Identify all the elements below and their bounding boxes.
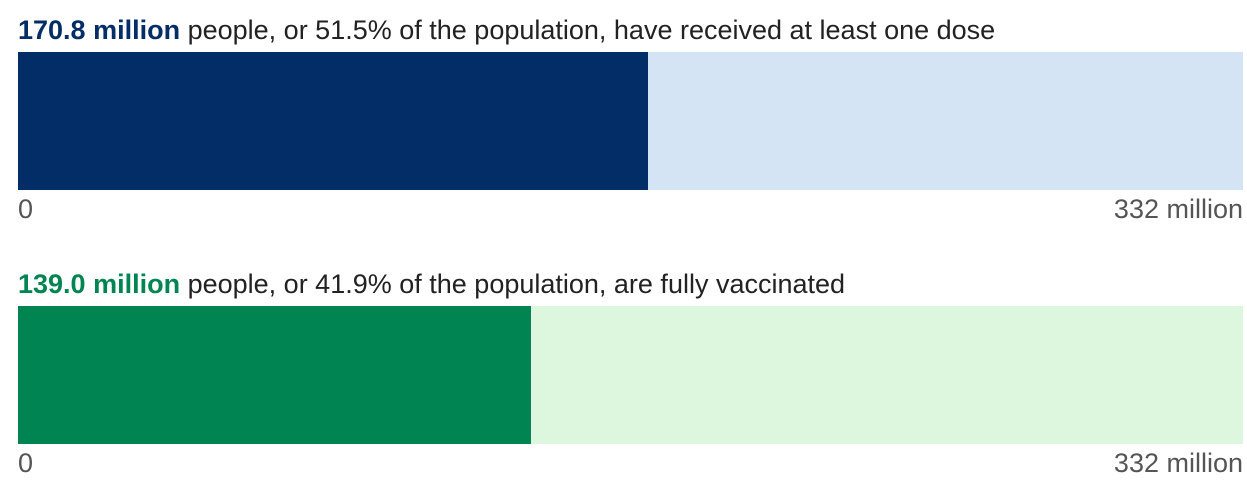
axis-max-tick-label: 332 million bbox=[1113, 448, 1243, 478]
bar-description: people, or 41.9% of the population, are … bbox=[187, 269, 846, 299]
bar-fill-at-least-one-dose bbox=[18, 52, 649, 190]
bar-headline: 139.0 million people, or 41.9% of the po… bbox=[18, 268, 1243, 300]
bar-description: people, or 51.5% of the population, have… bbox=[187, 15, 996, 45]
bar-track bbox=[18, 52, 1243, 190]
bar-axis: 0 332 million bbox=[18, 444, 1243, 482]
bar-group-at-least-one-dose: 170.8 million people, or 51.5% of the po… bbox=[18, 14, 1243, 228]
bar-group-fully-vaccinated: 139.0 million people, or 41.9% of the po… bbox=[18, 268, 1243, 482]
bar-value-label: 139.0 million bbox=[18, 269, 181, 299]
axis-max-tick-label: 332 million bbox=[1113, 194, 1243, 224]
axis-min-tick-label: 0 bbox=[18, 194, 34, 224]
bar-fill-fully-vaccinated bbox=[18, 306, 531, 444]
bar-axis: 0 332 million bbox=[18, 190, 1243, 228]
bar-value-label: 170.8 million bbox=[18, 15, 181, 45]
axis-min-tick-label: 0 bbox=[18, 448, 34, 478]
bar-headline: 170.8 million people, or 51.5% of the po… bbox=[18, 14, 1243, 46]
bar-track bbox=[18, 306, 1243, 444]
